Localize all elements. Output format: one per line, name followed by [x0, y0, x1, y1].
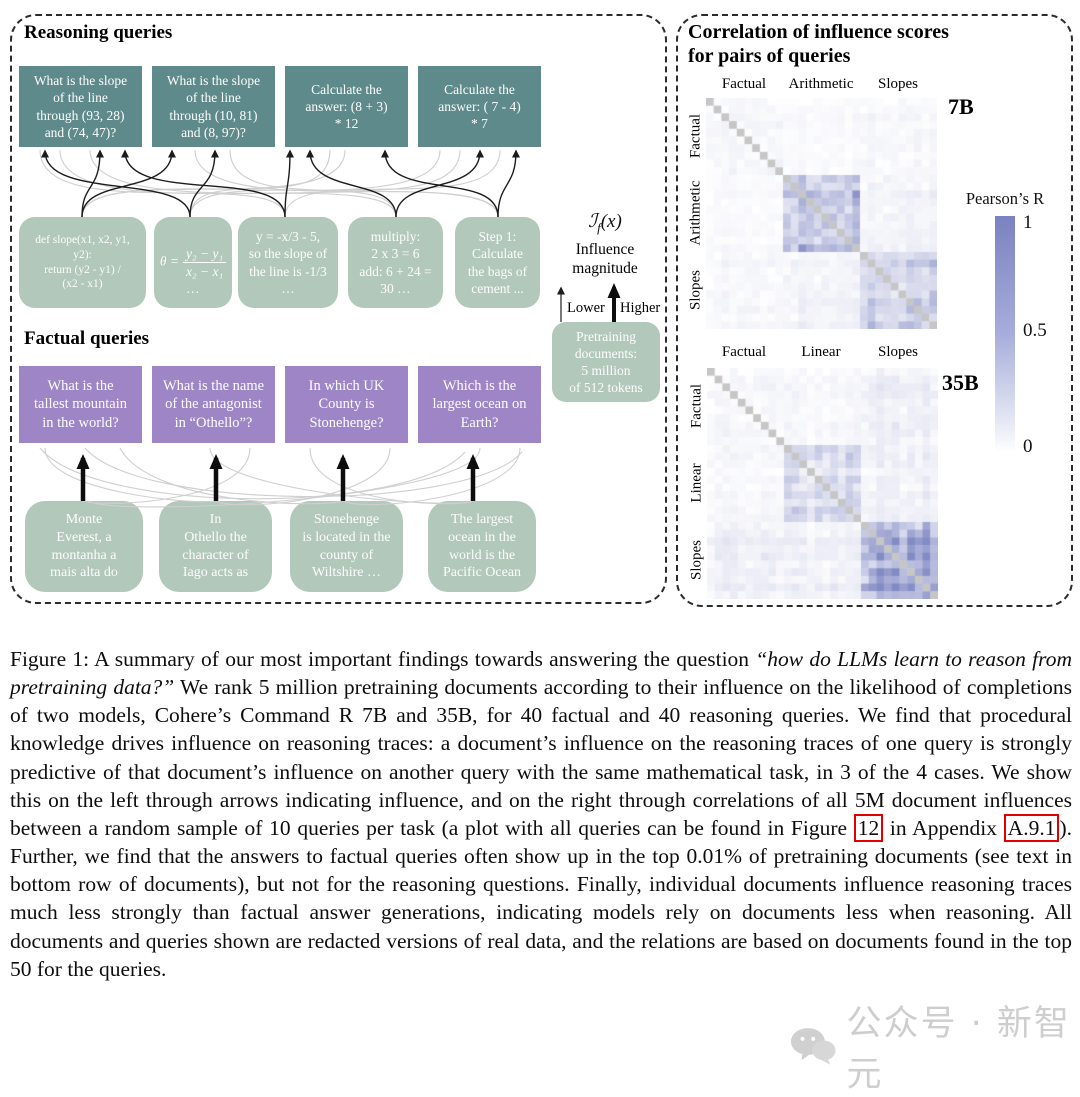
hm35b-col-label-factual: Factual — [721, 344, 767, 360]
caption-text: We rank 5 million pretraining documents … — [10, 675, 1072, 840]
hm35b-col-label-linear: Linear — [801, 344, 841, 360]
reasoning-doc-code: def slope(x1, x2, y1, y2): return (y2 - … — [19, 217, 146, 308]
colorbar — [995, 216, 1015, 462]
left-figure-panel — [10, 14, 667, 604]
lower-label: Lower — [567, 300, 605, 316]
figure-page: { "colors": { "teal_box": "#5f8a8b", "pu… — [10, 14, 1073, 1095]
heatmap-35b — [707, 368, 938, 599]
colorbar-tick-05: 0.5 — [1023, 320, 1047, 341]
reasoning-doc-slope: y = -x/3 - 5, so the slope of the line i… — [238, 217, 338, 308]
model-label-7b: 7B — [948, 94, 974, 119]
reasoning-doc-cement: Step 1: Calculate the bags of cement ... — [455, 217, 540, 308]
theta-lhs: θ = — [159, 253, 179, 269]
factual-query-box: Which is the largest ocean on Earth? — [418, 366, 541, 443]
factual-query-box: In which UK County is Stonehenge? — [285, 366, 408, 443]
caption-question-italic: “how do LLMs learn to reason from pretra… — [10, 647, 1072, 700]
script-i-symbol: ℐ — [588, 211, 598, 232]
higher-label: Higher — [620, 300, 661, 316]
hm35b-row-label-factual: Factual — [688, 383, 705, 429]
pearsons-r-label: Pearson’s R — [965, 189, 1045, 208]
influence-formula: ℐf(x) — [552, 210, 658, 236]
caption-text: Figure 1: A summary of our most importan… — [10, 647, 756, 671]
hm7b-row-label-arithmetic: Arithmetic — [687, 180, 704, 246]
figure-12-link[interactable]: 12 — [853, 813, 884, 842]
formula-args: (x) — [600, 211, 622, 232]
model-label-35b: 35B — [942, 370, 979, 395]
hm7b-row-label-slopes: Slopes — [687, 269, 704, 311]
wechat-icon — [790, 1028, 836, 1065]
colorbar-tick-1: 1 — [1023, 212, 1033, 233]
factual-doc-everest: Monte Everest, a montanha a mais alta do — [25, 501, 143, 592]
correlation-title: Correlation of influence scores for pair… — [688, 21, 949, 68]
caption-text: in Appendix — [883, 815, 1004, 840]
figure-caption: Figure 1: A summary of our most importan… — [10, 645, 1072, 983]
factual-doc-othello: In Othello the character of Iago acts as — [159, 501, 272, 592]
reasoning-doc-multiply: multiply: 2 x 3 = 6 add: 6 + 24 = 30 … — [348, 217, 443, 308]
caption-text: ). Further, we find that the answers to … — [10, 815, 1072, 981]
hm35b-col-label-slopes: Slopes — [877, 344, 919, 360]
factual-queries-heading: Factual queries — [24, 328, 150, 349]
reasoning-query-box: Calculate the answer: (8 + 3) * 12 — [285, 66, 408, 147]
factual-query-box: What is the name of the antagonist in “O… — [152, 366, 275, 443]
hm35b-row-label-slopes: Slopes — [688, 539, 705, 581]
fraction-numerator: y₂ − y₁ — [182, 245, 227, 263]
reasoning-doc-formula: θ = y₂ − y₁ x₂ − x₁ … — [154, 217, 232, 308]
colorbar-tick-0: 0 — [1023, 436, 1033, 457]
pretraining-documents-box: Pretraining documents: 5 million of 512 … — [552, 322, 660, 402]
hm35b-row-label-linear: Linear — [688, 463, 705, 503]
appendix-a91-link[interactable]: A.9.1 — [1003, 813, 1060, 842]
reasoning-query-box: Calculate the answer: ( 7 - 4) * 7 — [418, 66, 541, 147]
hm7b-col-label-arithmetic: Arithmetic — [788, 76, 854, 92]
formula-subscript: f — [597, 219, 601, 235]
right-figure-panel — [676, 14, 1073, 607]
formula-ellipsis: … — [186, 281, 199, 297]
watermark: 公众号 · 新智元 — [790, 995, 1080, 1097]
heatmap-7b — [706, 98, 937, 329]
reasoning-query-box: What is the slope of the line through (9… — [19, 66, 142, 147]
hm7b-row-label-factual: Factual — [687, 113, 704, 159]
factual-doc-ocean: The largest ocean in the world is the Pa… — [428, 501, 536, 592]
reasoning-query-box: What is the slope of the line through (1… — [152, 66, 275, 147]
reasoning-queries-heading: Reasoning queries — [24, 22, 173, 43]
fraction-denominator: x₂ − x₁ — [185, 264, 224, 279]
hm7b-col-label-slopes: Slopes — [877, 76, 919, 92]
factual-doc-stonehenge: Stonehenge is located in the county of W… — [290, 501, 403, 592]
watermark-text: 公众号 · 新智元 — [846, 1004, 1071, 1095]
factual-query-box: What is the tallest mountain in the worl… — [19, 366, 142, 443]
hm7b-col-label-factual: Factual — [721, 76, 767, 92]
influence-magnitude-label: Influence magnitude — [572, 241, 638, 277]
